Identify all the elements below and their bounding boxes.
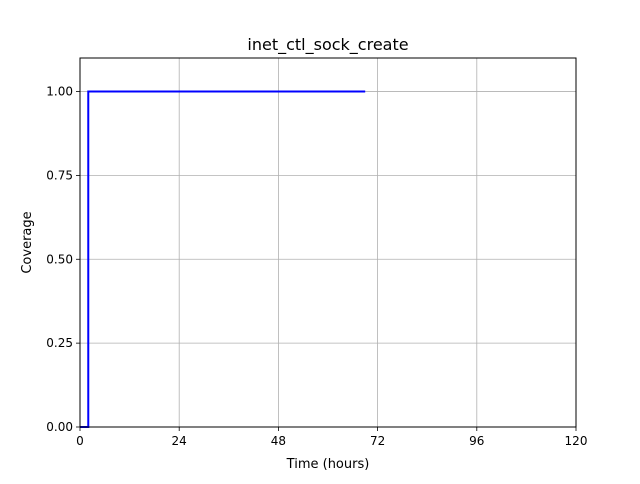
y-axis-label: Coverage — [20, 211, 35, 273]
ticks: 0 24 48 72 96 120 0.00 0.25 0.50 0.75 1.00 — [46, 85, 587, 448]
x-tick-label: 48 — [271, 434, 286, 448]
x-tick-label: 0 — [76, 434, 84, 448]
y-tick-label: 0.00 — [46, 420, 73, 434]
y-tick-label: 0.75 — [46, 168, 73, 182]
y-tick-label: 0.50 — [46, 252, 73, 266]
x-tick-label: 24 — [172, 434, 187, 448]
y-tick-label: 0.25 — [46, 336, 73, 350]
x-tick-label: 72 — [370, 434, 385, 448]
plot-frame — [79, 57, 577, 428]
x-axis-label: Time (hours) — [286, 457, 370, 472]
x-tick-label: 120 — [565, 434, 588, 448]
chart-title: inet_ctl_sock_create — [247, 35, 408, 55]
x-tick-label: 96 — [469, 434, 484, 448]
y-tick-label: 1.00 — [46, 85, 73, 99]
